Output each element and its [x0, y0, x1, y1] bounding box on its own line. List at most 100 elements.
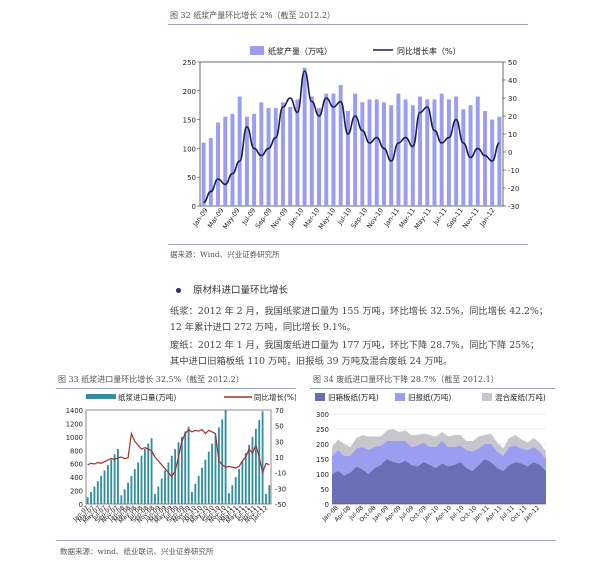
- legend-label: 旧报纸(万吨): [408, 392, 451, 402]
- yoy-line: [87, 428, 270, 478]
- bar: [418, 96, 423, 206]
- bar: [174, 448, 177, 504]
- bar: [317, 108, 322, 206]
- bar: [167, 462, 170, 504]
- y-right-tick-label: -50: [275, 501, 286, 509]
- bar: [194, 483, 197, 504]
- y-tick-label: 250: [316, 426, 329, 434]
- bar: [150, 438, 153, 504]
- bar: [157, 486, 160, 504]
- y-left-tick-label: 1200: [66, 420, 83, 428]
- bar: [103, 470, 106, 504]
- y-left-tick-label: 100: [183, 145, 196, 153]
- bar: [234, 477, 237, 504]
- bar: [259, 102, 264, 206]
- fig32-chart: 纸浆产量（万吨） 同比增长率（%）250200150100500504030201…: [183, 46, 519, 231]
- fig34-top-rule: [310, 388, 555, 389]
- bar: [468, 105, 473, 206]
- y-left-tick-label: 200: [183, 88, 196, 96]
- bar: [273, 108, 278, 206]
- bar: [224, 410, 227, 504]
- y-left-tick-label: 0: [79, 501, 83, 509]
- bar: [208, 138, 213, 206]
- bar: [214, 435, 217, 504]
- y-tick-label: 150: [316, 456, 329, 464]
- bar: [252, 113, 257, 206]
- fig33-top-rule: [56, 388, 296, 389]
- y-right-tick-label: -30: [275, 485, 286, 493]
- section-heading: 原材料进口量环比增长: [176, 282, 288, 296]
- bar: [216, 122, 221, 206]
- bar: [338, 85, 343, 206]
- y-right-tick-label: 30: [275, 438, 284, 446]
- bar: [147, 443, 150, 504]
- bar: [439, 93, 444, 206]
- x-tick-label: May-09: [221, 207, 241, 231]
- bar: [106, 465, 109, 504]
- para-line-4: 其中进口旧箱板纸 110 万吨，旧报纸 39 万吨及混合废纸 24 万吨。: [170, 356, 453, 367]
- bar: [490, 119, 495, 206]
- para-line-1: 纸浆：2012 年 2 月，我国纸浆进口量为 155 万吨，环比增长 32.5%…: [170, 306, 549, 317]
- legend-label-bars: 纸浆产量（万吨）: [268, 46, 332, 56]
- y-right-tick-label: -10: [275, 470, 286, 478]
- bar: [180, 436, 183, 504]
- bar: [261, 411, 264, 504]
- bar: [110, 459, 113, 504]
- y-right-tick-label: 50: [275, 423, 284, 431]
- footer-source: 数据来源：wind、纸业联讯、兴业证券研究所: [60, 547, 214, 556]
- bar: [454, 96, 459, 206]
- bar: [177, 442, 180, 504]
- y-tick-label: 200: [316, 441, 329, 449]
- bar: [123, 489, 126, 504]
- bar: [248, 444, 251, 504]
- bar: [137, 462, 140, 504]
- bar: [140, 455, 143, 504]
- legend-label-line: 同比增长率（%）: [397, 46, 461, 56]
- bullet-icon: [176, 288, 181, 293]
- bar: [353, 93, 358, 206]
- bar: [221, 419, 224, 504]
- x-tick-label: Nov-10: [365, 207, 385, 231]
- bar: [184, 431, 187, 504]
- fig32-bottom-rule: [168, 244, 528, 245]
- legend-label-bars: 纸浆进口量(万吨): [118, 392, 176, 402]
- x-tick-label: May-11: [413, 207, 433, 231]
- legend-swatch-bars: [250, 46, 264, 55]
- section-title: 原材料进口量环比增长: [193, 285, 289, 296]
- bar: [446, 99, 451, 206]
- bar: [432, 99, 437, 206]
- bar: [237, 96, 242, 206]
- legend-label-line: 同比增长(%): [254, 392, 296, 402]
- fig34-chart: 旧箱板纸(万吨) 旧报纸(万吨) 混合废纸(万吨) 300 250 200 150 100 50…: [315, 392, 546, 524]
- y-left-tick-label: 50: [187, 174, 196, 182]
- bar: [241, 461, 244, 504]
- y-left-tick-label: 1000: [66, 434, 83, 442]
- bar: [197, 475, 200, 504]
- y-left-tick-label: 150: [183, 117, 196, 125]
- y-right-tick-label: 10: [275, 454, 284, 462]
- y-tick-label: 50: [320, 486, 329, 494]
- area-旧报纸(万吨): [332, 441, 546, 476]
- y-right-tick-label: 10: [508, 131, 517, 139]
- legend-swatch: [315, 393, 325, 401]
- bar: [127, 482, 129, 504]
- bar: [425, 99, 430, 206]
- bar: [217, 427, 220, 504]
- bar: [497, 116, 502, 206]
- bar: [228, 493, 230, 504]
- y-left-tick-label: 600: [70, 461, 83, 469]
- legend-swatch: [482, 393, 492, 401]
- bar: [288, 106, 293, 206]
- bar: [295, 99, 300, 206]
- bar: [389, 105, 394, 206]
- legend-swatch-bars: [86, 394, 116, 399]
- bar: [187, 426, 190, 504]
- y-right-tick-label: 40: [508, 77, 517, 85]
- bar: [482, 110, 487, 206]
- bar: [280, 102, 285, 206]
- bar: [143, 448, 146, 504]
- y-left-tick-label: 200: [70, 488, 83, 496]
- y-right-tick-label: -20: [508, 185, 519, 193]
- bar: [381, 102, 386, 206]
- bar: [475, 96, 480, 206]
